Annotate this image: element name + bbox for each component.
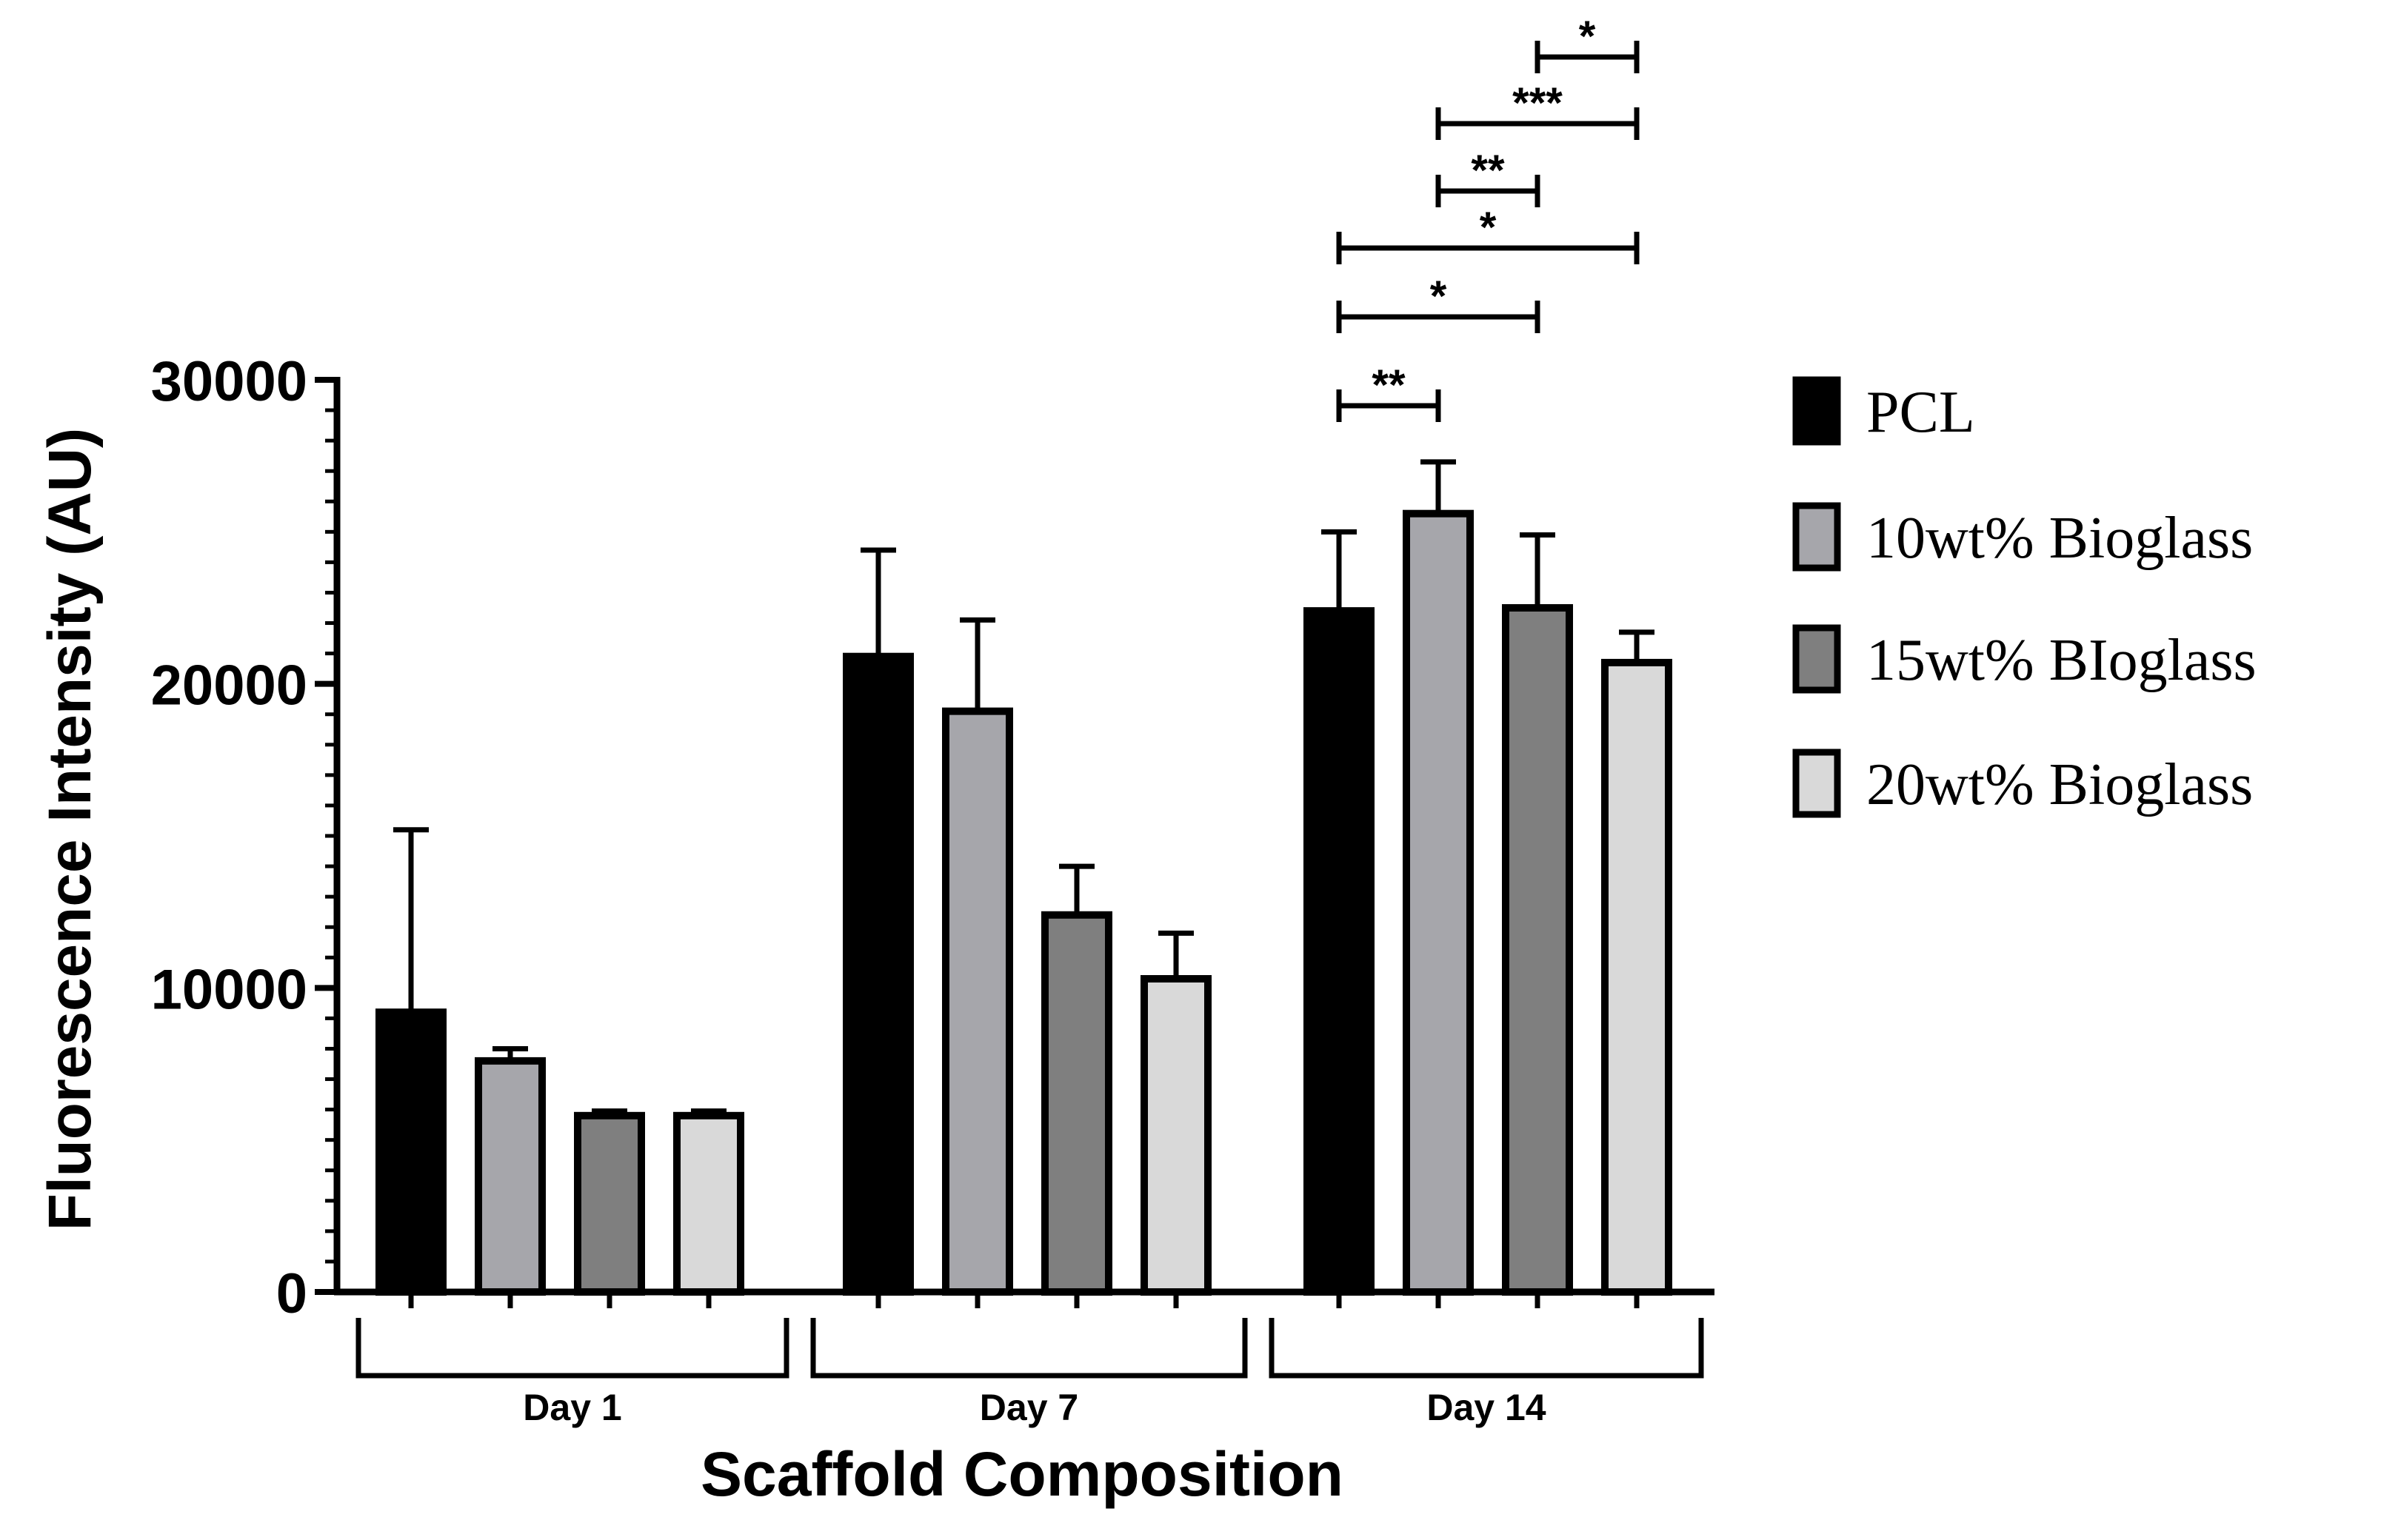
bar [574, 1111, 645, 1296]
legend-label: 10wt% Bioglass [1866, 506, 2253, 571]
x-category-label: Day 1 [523, 1387, 621, 1428]
legend-label: PCL [1866, 380, 1975, 445]
group-bracket [810, 1318, 1248, 1379]
legend-swatch [1792, 376, 1841, 446]
significance-brackets: ********** [1336, 13, 1640, 422]
legend: PCL 10wt% Bioglass 15wt% BIoglass 20wt% Bio… [1792, 376, 2257, 818]
y-axis-label: Fluorescence Intensity (AU) [36, 428, 104, 1231]
y-tick-label: 0 [276, 1262, 307, 1325]
significance-label: * [1480, 204, 1497, 252]
legend-label: 20wt% Bioglass [1866, 752, 2253, 817]
x-axis-label: Scaffold Composition [701, 1439, 1343, 1509]
legend-swatch [1792, 749, 1841, 818]
y-tick-label: 30000 [151, 350, 307, 413]
legend-swatch [1792, 624, 1841, 694]
bar [1303, 607, 1375, 1296]
significance-label: * [1430, 272, 1447, 321]
bar [1141, 975, 1212, 1296]
bar [475, 1057, 546, 1296]
bar [673, 1111, 744, 1296]
axes: 0 10000 20000 30000 [151, 350, 1714, 1325]
bar [375, 1008, 447, 1296]
significance-label: ** [1372, 361, 1406, 409]
bar [1601, 658, 1672, 1296]
significance-label: * [1579, 13, 1596, 61]
bar [1041, 911, 1112, 1296]
x-category-label: Day 14 [1426, 1387, 1546, 1428]
significance-label: *** [1512, 79, 1563, 127]
bar [843, 652, 914, 1296]
legend-swatch [1792, 502, 1841, 572]
group-brackets: Day 1 Day 7 Day 14 [355, 1318, 1704, 1428]
y-tick-label: 20000 [151, 654, 307, 717]
group-bracket [1269, 1318, 1704, 1379]
bars [375, 509, 1672, 1296]
error-bars [393, 459, 1654, 1116]
legend-label: 15wt% BIoglass [1866, 628, 2257, 693]
group-bracket [355, 1318, 789, 1379]
significance-label: ** [1471, 147, 1505, 195]
bar [1502, 604, 1573, 1296]
y-tick-label: 10000 [151, 958, 307, 1021]
bar [942, 707, 1013, 1296]
bar [1403, 509, 1474, 1296]
x-category-label: Day 7 [980, 1387, 1078, 1428]
